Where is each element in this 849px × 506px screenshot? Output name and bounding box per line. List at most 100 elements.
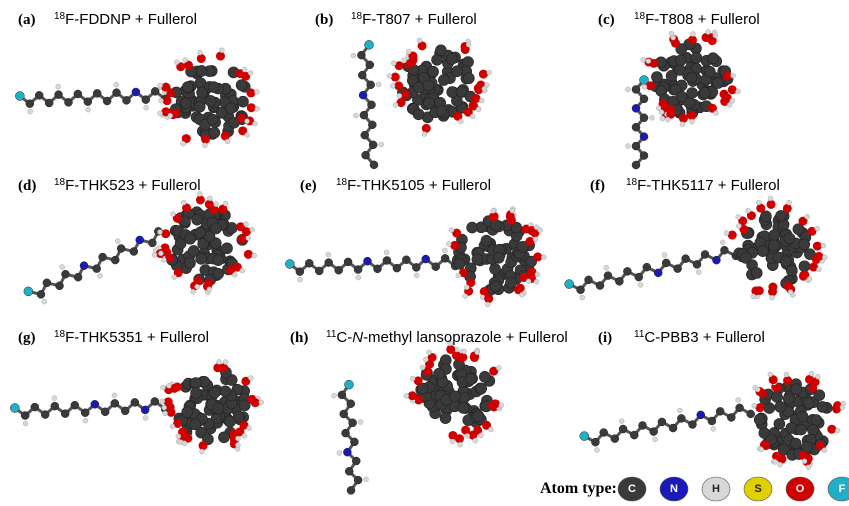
hydrogen-atom bbox=[534, 279, 539, 284]
atom bbox=[701, 250, 709, 258]
atom bbox=[441, 254, 449, 262]
atom-symbol: H bbox=[712, 483, 720, 495]
carbon-atom bbox=[236, 80, 247, 91]
hydrogen-atom bbox=[207, 287, 212, 292]
hydrogen-atom bbox=[768, 372, 773, 377]
carbon-atom bbox=[651, 72, 662, 83]
atom bbox=[693, 260, 701, 268]
hydrogen-atom bbox=[402, 58, 407, 63]
atom bbox=[344, 258, 352, 266]
carbon-atom bbox=[760, 211, 771, 222]
carbon-atom bbox=[205, 95, 216, 106]
hydrogen-atom bbox=[255, 106, 260, 111]
hydrogen-atom bbox=[641, 57, 646, 62]
atom bbox=[716, 407, 724, 415]
hydrogen-atom bbox=[351, 53, 356, 58]
oxygen-atom bbox=[199, 441, 208, 450]
hydrogen-atom bbox=[174, 60, 179, 65]
hydrogen-atom bbox=[736, 224, 741, 229]
hydrogen-atom bbox=[488, 427, 493, 432]
atom bbox=[81, 409, 89, 417]
carbon-atom bbox=[436, 106, 447, 117]
panel-title: 11C-PBB3 + Fullerol bbox=[634, 329, 765, 346]
hydrogen-atom bbox=[379, 142, 384, 147]
carbon-atom bbox=[479, 371, 490, 382]
hydrogen-atom bbox=[478, 433, 483, 438]
atom bbox=[422, 255, 430, 263]
hydrogen-atom bbox=[384, 250, 389, 255]
oxygen-atom bbox=[688, 35, 697, 44]
hydrogen-atom bbox=[52, 396, 57, 401]
oxygen-atom bbox=[194, 276, 203, 285]
atom bbox=[585, 276, 593, 284]
hydrogen-atom bbox=[199, 449, 204, 454]
hydrogen-atom bbox=[840, 405, 845, 410]
atom bbox=[727, 413, 735, 421]
atom bbox=[132, 88, 140, 96]
hydrogen-atom bbox=[714, 111, 719, 116]
atom bbox=[296, 268, 304, 276]
hydrogen-atom bbox=[736, 89, 741, 94]
atom bbox=[61, 410, 69, 418]
atom bbox=[344, 380, 353, 389]
hydrogen-atom bbox=[358, 420, 363, 425]
hydrogen-atom bbox=[638, 282, 643, 287]
atom bbox=[117, 245, 125, 253]
carbon-atom bbox=[699, 88, 710, 99]
carbon-atom bbox=[194, 227, 205, 238]
carbon-atom bbox=[801, 441, 812, 452]
atom bbox=[350, 438, 358, 446]
carbon-atom bbox=[803, 398, 814, 409]
atom bbox=[370, 161, 378, 169]
oxygen-atom bbox=[679, 114, 688, 123]
hydrogen-atom bbox=[364, 477, 369, 482]
atom bbox=[674, 265, 682, 273]
hydrogen-atom bbox=[248, 70, 253, 75]
panel-label: (f) bbox=[590, 178, 605, 194]
atom bbox=[148, 239, 156, 247]
fullerol bbox=[158, 48, 260, 148]
hydrogen-atom bbox=[422, 132, 427, 137]
carbon-atom bbox=[467, 222, 478, 233]
title-part: N bbox=[352, 329, 363, 346]
molecule-chain bbox=[351, 40, 384, 169]
atom bbox=[335, 266, 343, 274]
atom bbox=[41, 411, 49, 419]
hydrogen-atom bbox=[450, 439, 455, 444]
hydrogen-atom bbox=[162, 405, 167, 410]
molecule-chain bbox=[580, 397, 755, 452]
hydrogen-atom bbox=[60, 264, 65, 269]
hydrogen-atom bbox=[247, 426, 252, 431]
oxygen-atom bbox=[723, 71, 732, 80]
hydrogen-atom bbox=[152, 252, 157, 257]
carbon-atom bbox=[197, 87, 208, 98]
oxygen-atom bbox=[755, 403, 764, 412]
hydrogen-atom bbox=[755, 387, 760, 392]
oxygen-atom bbox=[408, 391, 417, 400]
molecule-chain bbox=[10, 393, 169, 426]
hydrogen-atom bbox=[98, 273, 103, 278]
hydrogen-atom bbox=[690, 119, 695, 124]
atom bbox=[632, 161, 640, 169]
hydrogen-atom bbox=[671, 35, 676, 40]
hydrogen-atom bbox=[217, 359, 222, 364]
oxygen-atom bbox=[728, 231, 737, 240]
hydrogen-atom bbox=[446, 242, 451, 247]
hydrogen-atom bbox=[259, 400, 264, 405]
atom bbox=[596, 282, 604, 290]
hydrogen-atom bbox=[751, 294, 756, 299]
hydrogen-atom bbox=[83, 418, 88, 423]
carbon-atom bbox=[456, 86, 467, 97]
atom bbox=[101, 408, 109, 416]
atom bbox=[640, 152, 648, 160]
hydrogen-atom bbox=[822, 448, 827, 453]
carbon-atom bbox=[209, 387, 220, 398]
atom bbox=[360, 111, 368, 119]
carbon-atom bbox=[783, 393, 794, 404]
hydrogen-atom bbox=[465, 433, 470, 438]
oxygen-atom bbox=[474, 84, 483, 93]
hydrogen-atom bbox=[463, 294, 468, 299]
oxygen-atom bbox=[164, 397, 173, 406]
hydrogen-atom bbox=[245, 132, 250, 137]
hydrogen-atom bbox=[464, 285, 469, 290]
